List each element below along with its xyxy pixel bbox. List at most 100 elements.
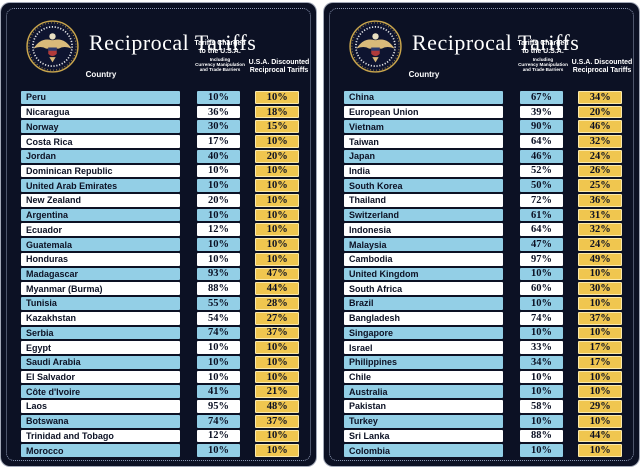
table-row: Brazil 10% 10% [344, 297, 623, 310]
column-header-discounted: U.S.A. Discounted Reciprocal Tariffs [571, 59, 633, 74]
country-cell: Côte d'Ivoire [21, 385, 180, 399]
country-cell: Pakistan [344, 400, 503, 413]
charged-cell: 10% [196, 341, 241, 354]
table-row: Chile 10% 10% [344, 370, 623, 384]
discounted-cell: 10% [255, 429, 300, 443]
discounted-cell: 32% [578, 223, 623, 237]
discounted-cell: 25% [578, 179, 623, 193]
table-row: Botswana 74% 37% [21, 414, 300, 428]
charged-cell: 36% [196, 105, 241, 119]
discounted-cell: 36% [578, 194, 623, 207]
table-row: Kazakhstan 54% 27% [21, 311, 300, 325]
charged-cell: 52% [519, 164, 564, 178]
discounted-cell: 30% [578, 282, 623, 296]
country-cell: Honduras [21, 252, 180, 266]
country-cell: Cambodia [344, 252, 503, 266]
country-cell: Japan [344, 149, 503, 163]
table-row: Singapore 10% 10% [344, 326, 623, 340]
tariff-panel-right: Reciprocal Tariffs Country Tariffs Charg… [323, 2, 640, 467]
tariff-table-right: China 67% 34% European Union 39% 20% Vietnam 90… [324, 91, 639, 457]
charged-cell: 10% [196, 252, 241, 266]
charged-cell: 74% [196, 414, 241, 428]
discounted-cell: 47% [255, 267, 300, 281]
table-row: Madagascar 93% 47% [21, 267, 300, 281]
country-cell: Chile [344, 370, 503, 384]
charged-cell: 34% [519, 355, 564, 369]
table-row: Honduras 10% 10% [21, 252, 300, 266]
charged-cell: 10% [196, 164, 241, 178]
discounted-cell: 10% [255, 355, 300, 369]
charged-cell: 39% [519, 105, 564, 119]
country-cell: Singapore [344, 326, 503, 340]
charged-cell: 64% [519, 135, 564, 148]
discounted-cell: 10% [255, 164, 300, 178]
country-cell: Colombia [344, 444, 503, 457]
charged-cell: 33% [519, 341, 564, 354]
country-cell: Jordan [21, 149, 180, 163]
charged-cell: 95% [196, 400, 241, 413]
table-row: New Zealand 20% 10% [21, 194, 300, 207]
charged-cell: 20% [196, 194, 241, 207]
charged-cell: 97% [519, 252, 564, 266]
charged-cell: 41% [196, 385, 241, 399]
country-cell: Vietnam [344, 120, 503, 134]
table-row: India 52% 26% [344, 164, 623, 178]
table-row: South Korea 50% 25% [344, 179, 623, 193]
country-cell: Botswana [21, 414, 180, 428]
discounted-cell: 10% [255, 252, 300, 266]
country-cell: Australia [344, 385, 503, 399]
table-row: Turkey 10% 10% [344, 414, 623, 428]
discounted-cell: 10% [255, 194, 300, 207]
charged-cell: 10% [519, 414, 564, 428]
country-cell: Morocco [21, 444, 180, 457]
table-row: Guatemala 10% 10% [21, 238, 300, 251]
country-cell: Taiwan [344, 135, 503, 148]
table-row: China 67% 34% [344, 91, 623, 104]
charged-cell: 17% [196, 135, 241, 148]
column-header-discounted: U.S.A. Discounted Reciprocal Tariffs [248, 59, 310, 74]
table-row: Trinidad and Tobago 12% 10% [21, 429, 300, 443]
charged-cell: 61% [519, 208, 564, 222]
table-row: Sri Lanka 88% 44% [344, 429, 623, 443]
country-cell: Sri Lanka [344, 429, 503, 443]
discounted-cell: 10% [255, 208, 300, 222]
table-row: Israel 33% 17% [344, 341, 623, 354]
table-row: Laos 95% 48% [21, 400, 300, 413]
country-cell: Laos [21, 400, 180, 413]
charged-cell: 90% [519, 120, 564, 134]
country-cell: Guatemala [21, 238, 180, 251]
column-header-country: Country [85, 70, 117, 79]
charged-cell: 10% [519, 385, 564, 399]
table-row: Cambodia 97% 49% [344, 252, 623, 266]
country-cell: South Korea [344, 179, 503, 193]
table-row: Japan 46% 24% [344, 149, 623, 163]
table-row: Egypt 10% 10% [21, 341, 300, 354]
charged-cell: 67% [519, 91, 564, 104]
discounted-cell: 31% [578, 208, 623, 222]
discounted-cell: 46% [578, 120, 623, 134]
country-cell: Nicaragua [21, 105, 180, 119]
charged-cell: 88% [519, 429, 564, 443]
country-cell: Egypt [21, 341, 180, 354]
charged-cell: 12% [196, 223, 241, 237]
panel-header: Reciprocal Tariffs Country Tariffs Charg… [324, 3, 639, 90]
charged-cell: 10% [196, 208, 241, 222]
discounted-cell: 20% [255, 149, 300, 163]
country-cell: Peru [21, 91, 180, 104]
country-cell: Myanmar (Burma) [21, 282, 180, 296]
discounted-cell: 10% [578, 297, 623, 310]
charged-cell: 60% [519, 282, 564, 296]
country-cell: Brazil [344, 297, 503, 310]
charged-cell: 10% [196, 91, 241, 104]
charged-cell: 54% [196, 311, 241, 325]
discounted-cell: 10% [578, 370, 623, 384]
discounted-cell: 10% [255, 223, 300, 237]
charged-cell: 10% [519, 326, 564, 340]
discounted-cell: 44% [255, 282, 300, 296]
charged-cell: 40% [196, 149, 241, 163]
table-row: Australia 10% 10% [344, 385, 623, 399]
country-cell: Norway [21, 120, 180, 134]
discounted-cell: 37% [578, 311, 623, 325]
country-cell: Israel [344, 341, 503, 354]
discounted-cell: 20% [578, 105, 623, 119]
